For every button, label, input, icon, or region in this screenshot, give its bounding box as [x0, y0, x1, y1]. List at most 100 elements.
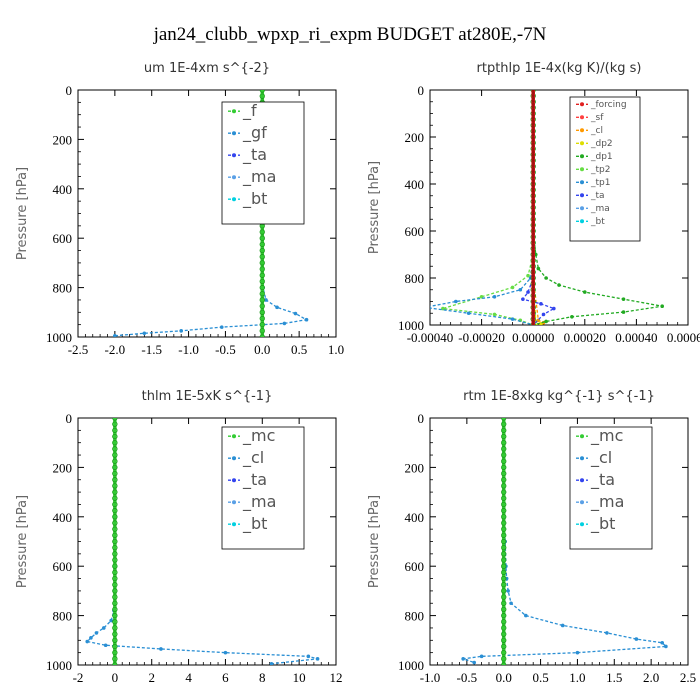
data-point — [501, 606, 507, 613]
data-point — [112, 446, 118, 452]
data-point — [531, 322, 535, 325]
data-point — [531, 108, 535, 112]
data-point — [531, 119, 535, 123]
x-tick-label: -2.5 — [68, 342, 89, 357]
data-point — [501, 421, 507, 427]
x-tick-label: -2.0 — [105, 342, 126, 357]
x-tick-label: 12 — [330, 670, 343, 685]
data-point — [531, 277, 535, 281]
data-point — [112, 501, 118, 508]
data-point — [531, 159, 535, 162]
data-point — [94, 631, 99, 635]
data-point — [531, 268, 535, 272]
x-tick-label: 10 — [293, 670, 306, 685]
data-point — [531, 96, 535, 100]
data-point — [112, 526, 118, 532]
data-point — [219, 325, 224, 329]
legend-entry: _ta — [590, 191, 605, 201]
plot-frame — [429, 89, 689, 326]
x-tick-label: 0.5 — [532, 670, 548, 685]
legend-marker — [580, 456, 584, 461]
data-point — [531, 314, 535, 318]
data-point — [501, 575, 507, 582]
panel-title: rtm 1E-8xkg kg^{-1} s^{-1} — [463, 389, 655, 404]
chart-panel-2: rtpthlp 1E-4x(kg K)/(kg s) Pressure [hPa]… — [367, 61, 700, 345]
data-point — [531, 215, 535, 219]
data-point — [259, 291, 265, 297]
panel-title: thlm 1E-5xK s^{-1} — [142, 389, 273, 404]
data-point — [85, 639, 90, 644]
legend-entry: _tp2 — [590, 165, 610, 175]
data-point — [259, 235, 265, 241]
data-point — [259, 90, 265, 93]
data-point — [531, 257, 535, 261]
data-point — [112, 421, 118, 427]
data-point — [531, 223, 535, 227]
legend: _forcing _sf _cl _dp2 _dp1 _tp2 _tp1 _ta _ma _bt — [569, 96, 641, 242]
data-point — [531, 302, 535, 306]
y-tick-label: 200 — [405, 130, 425, 145]
data-point — [112, 600, 118, 606]
data-point — [510, 317, 515, 321]
data-point — [112, 594, 118, 600]
legend-marker — [580, 128, 584, 133]
x-tick-label: -0.00020 — [458, 330, 505, 345]
legend-entry: _ma — [242, 167, 276, 187]
data-point — [479, 654, 484, 659]
data-point — [501, 594, 507, 600]
data-point — [501, 538, 507, 545]
data-point — [501, 557, 507, 563]
chart-panels: um 1E-4xm s^{-2} Pressure [hPa] -2.5 -2.0 -1… — [15, 61, 700, 685]
data-point — [531, 212, 535, 216]
data-point — [109, 618, 113, 623]
legend-entry: _ta — [242, 470, 267, 490]
data-point — [531, 254, 535, 258]
legend-entry: _ma — [242, 492, 276, 512]
data-point — [509, 601, 513, 606]
data-point — [531, 111, 535, 115]
data-point — [575, 650, 580, 655]
legend-entry: _bt — [590, 514, 615, 534]
data-point — [531, 319, 535, 323]
data-point — [501, 458, 507, 464]
legend-marker — [580, 219, 584, 224]
legend-marker — [232, 522, 236, 527]
y-tick-label: 1000 — [398, 318, 424, 333]
legend-entry: _dp1 — [590, 152, 613, 162]
data-point — [531, 125, 535, 129]
data-point — [112, 582, 118, 588]
data-point — [492, 312, 497, 317]
data-point — [531, 218, 535, 222]
data-point — [112, 520, 118, 526]
data-point — [259, 278, 265, 285]
figure-title: jan24_clubb_wpxp_ri_expm BUDGET at280E,-… — [153, 24, 547, 45]
data-point — [531, 280, 535, 284]
data-point — [531, 153, 535, 157]
legend-entry: _bt — [242, 514, 267, 534]
data-point — [315, 657, 320, 661]
data-point — [112, 649, 118, 656]
y-tick-label: 800 — [53, 281, 73, 296]
data-point — [112, 433, 118, 440]
data-point — [304, 317, 309, 322]
data-point — [112, 538, 118, 545]
data-point — [531, 308, 535, 312]
data-point — [501, 507, 507, 514]
legend-box — [221, 101, 305, 225]
data-point — [112, 452, 118, 458]
data-point — [536, 266, 541, 271]
data-point — [112, 612, 118, 619]
data-point — [531, 164, 535, 168]
x-tick-label: 6 — [222, 670, 229, 685]
y-axis-label: Pressure [hPa] — [15, 495, 30, 588]
data-point — [501, 520, 507, 526]
data-point — [112, 544, 118, 551]
data-point — [634, 637, 639, 641]
data-point — [531, 127, 535, 131]
y-tick-label: 600 — [405, 559, 425, 574]
data-point — [531, 136, 535, 140]
data-point — [531, 305, 535, 309]
legend-marker — [580, 141, 584, 146]
data-point — [531, 235, 535, 239]
y-tick-label: 800 — [53, 609, 73, 624]
